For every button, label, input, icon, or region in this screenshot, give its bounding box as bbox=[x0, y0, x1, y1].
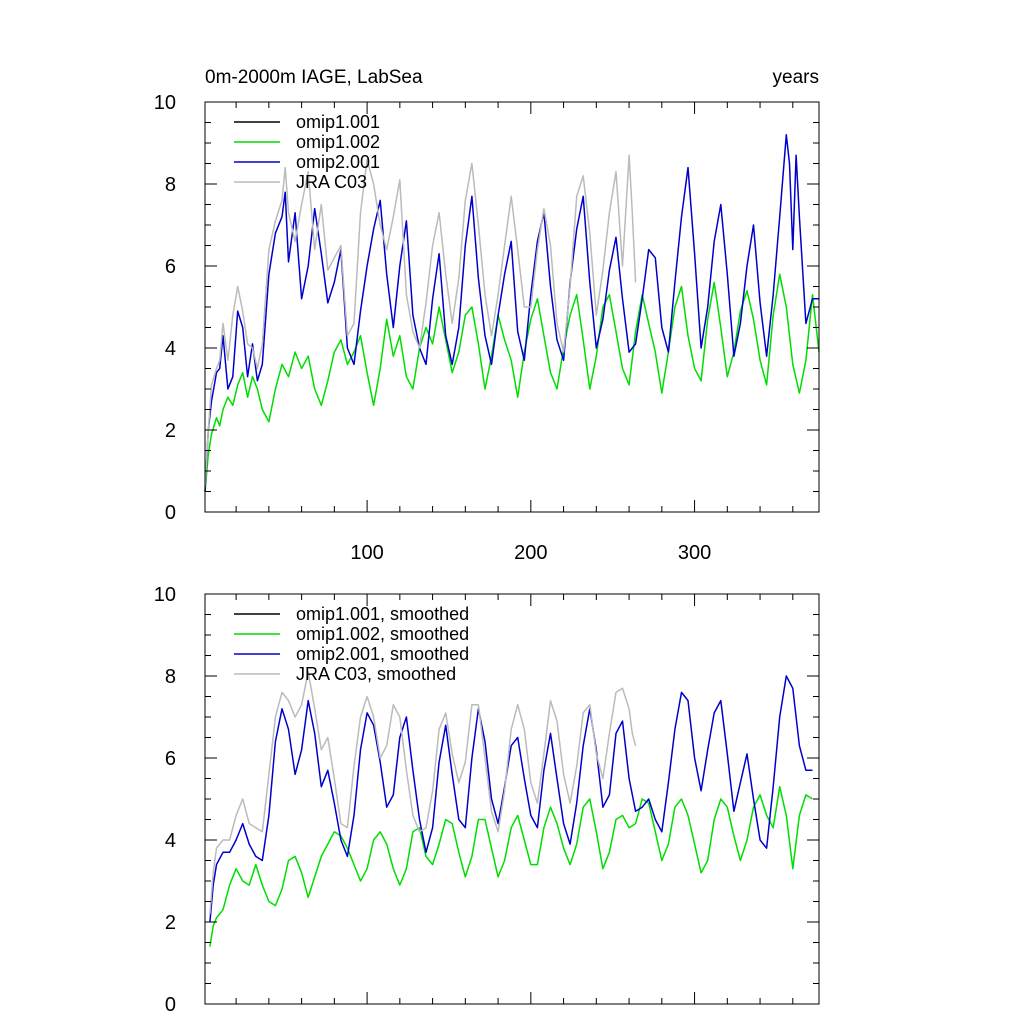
legend-label: omip1.002, smoothed bbox=[296, 624, 469, 644]
y-tick-label: 2 bbox=[165, 912, 176, 934]
y-tick-label: 0 bbox=[165, 502, 176, 524]
y-tick-label: 8 bbox=[165, 174, 176, 196]
top-axis-ticks: 0 2 4 6 8 10 100 200 300 bbox=[154, 92, 819, 564]
bottom-axis-ticks: 0 2 4 6 8 10 bbox=[154, 584, 819, 1016]
y-tick-label: 10 bbox=[154, 584, 176, 606]
legend-label: JRA C03, smoothed bbox=[296, 664, 456, 684]
legend-label: omip1.002 bbox=[296, 132, 380, 152]
x-tick-label: 200 bbox=[514, 542, 547, 564]
y-tick-label: 8 bbox=[165, 666, 176, 688]
bottom-series-group bbox=[209, 671, 813, 947]
y-tick-label: 2 bbox=[165, 420, 176, 442]
series-line-omip2-001 bbox=[204, 134, 819, 492]
y-tick-label: 6 bbox=[165, 748, 176, 770]
y-tick-label: 6 bbox=[165, 256, 176, 278]
legend-label: JRA C03 bbox=[296, 172, 367, 192]
top-chart-title: 0m-2000m IAGE, LabSea bbox=[205, 67, 423, 88]
y-tick-label: 4 bbox=[165, 338, 176, 360]
series-line-jra-c03 bbox=[204, 154, 637, 488]
x-tick-label: 300 bbox=[678, 542, 711, 564]
legend-label: omip1.001, smoothed bbox=[296, 604, 469, 624]
y-tick-label: 0 bbox=[165, 994, 176, 1016]
top-series-group bbox=[204, 134, 820, 492]
legend-label: omip2.001, smoothed bbox=[296, 644, 469, 664]
series-line-omip1-002 bbox=[204, 273, 820, 492]
series-line-omip1-002-smoothed bbox=[209, 785, 813, 947]
legend-label: omip2.001 bbox=[296, 152, 380, 172]
series-line-omip2-001-smoothed bbox=[209, 675, 813, 923]
series-line-jra-c03-smoothed bbox=[209, 671, 637, 914]
y-tick-label: 10 bbox=[154, 92, 176, 114]
top-chart-units: years bbox=[773, 67, 819, 88]
y-tick-label: 4 bbox=[165, 830, 176, 852]
top-panel: 0m-2000m IAGE, LabSea years 0 2 4 6 8 10 100 20… bbox=[154, 67, 820, 564]
x-tick-label: 100 bbox=[350, 542, 383, 564]
legend-label: omip1.001 bbox=[296, 112, 380, 132]
